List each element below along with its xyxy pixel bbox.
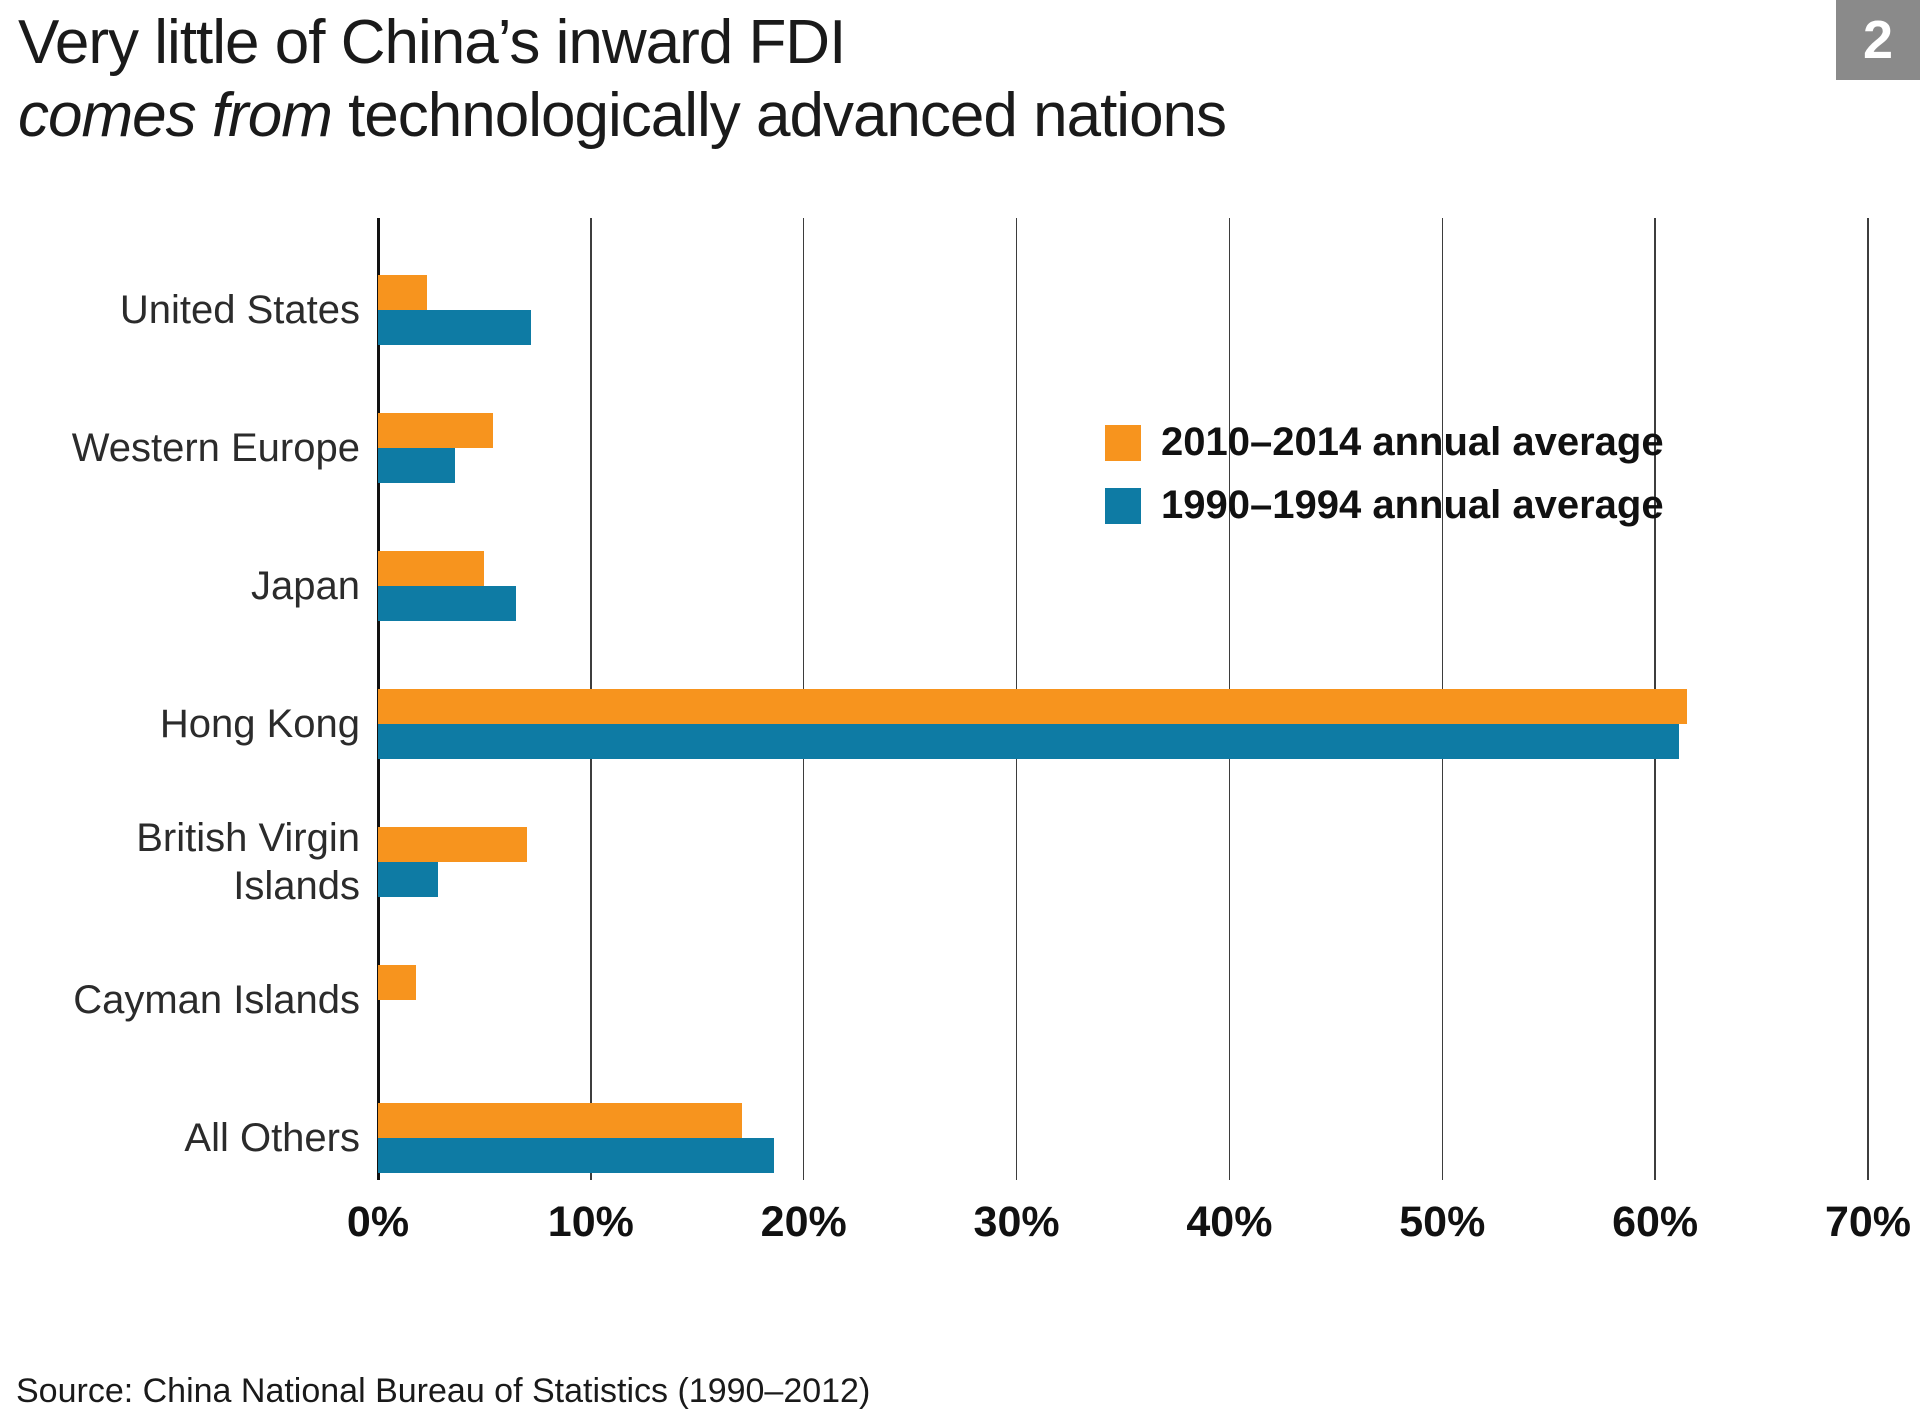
- plot-area: [376, 218, 1869, 1180]
- category-label-british-virgin-islands: British Virgin Islands: [136, 816, 360, 908]
- bar-british-virgin-islands-series1: [378, 862, 438, 897]
- bar-cayman-islands-series0: [378, 965, 417, 1000]
- bar-united-states-series1: [378, 310, 532, 345]
- bar-british-virgin-islands-series0: [378, 827, 527, 862]
- legend: 2010–2014 annual average 1990–1994 annual…: [1105, 420, 1664, 528]
- chart-title-italic-part: comes from: [18, 81, 333, 150]
- bar-all-others-series0: [378, 1103, 742, 1138]
- figure-number-badge: 2: [1836, 0, 1920, 80]
- legend-label-0: 2010–2014 annual average: [1161, 420, 1664, 464]
- bar-western-europe-series1: [378, 448, 455, 483]
- x-tick-20pct: 20%: [760, 1198, 847, 1246]
- bar-japan-series1: [378, 586, 517, 621]
- legend-label-1: 1990–1994 annual average: [1161, 483, 1664, 527]
- bar-united-states-series0: [378, 275, 427, 310]
- x-tick-30pct: 30%: [973, 1198, 1060, 1246]
- bar-hong-kong-series1: [378, 724, 1679, 759]
- category-label-all-others: All Others: [184, 1116, 360, 1160]
- x-tick-60pct: 60%: [1612, 1198, 1699, 1246]
- x-tick-0pct: 0%: [346, 1198, 410, 1246]
- category-label-japan: Japan: [251, 564, 360, 608]
- chart-title-line2-rest: technologically advanced nations: [331, 81, 1227, 150]
- bar-western-europe-series0: [378, 413, 493, 448]
- bar-hong-kong-series0: [378, 689, 1688, 724]
- gridline-70: [1867, 218, 1869, 1180]
- chart-title-line1: Very little of China’s inward FDI: [18, 8, 846, 77]
- chart-title-line2: comes from technologically advanced nati…: [18, 79, 1227, 152]
- category-label-cayman-islands: Cayman Islands: [73, 978, 360, 1022]
- legend-item-0: 2010–2014 annual average: [1105, 420, 1664, 465]
- bar-japan-series0: [378, 551, 485, 586]
- category-label-hong-kong: Hong Kong: [159, 702, 360, 746]
- legend-swatch-1: [1105, 487, 1141, 524]
- x-tick-10pct: 10%: [547, 1198, 634, 1246]
- category-label-western-europe: Western Europe: [71, 426, 360, 470]
- bar-all-others-series1: [378, 1138, 774, 1173]
- x-tick-40pct: 40%: [1186, 1198, 1273, 1246]
- x-tick-70pct: 70%: [1824, 1198, 1912, 1246]
- source-note: Source: China National Bureau of Statist…: [16, 1372, 871, 1410]
- x-tick-50pct: 50%: [1399, 1198, 1486, 1246]
- legend-swatch-0: [1105, 424, 1141, 461]
- chart-title: Very little of China’s inward FDI comes …: [18, 6, 1227, 152]
- legend-item-1: 1990–1994 annual average: [1105, 483, 1664, 528]
- category-axis: United States Western Europe Japan Hong Kon…: [0, 0, 360, 1415]
- category-label-united-states: United States: [119, 288, 360, 332]
